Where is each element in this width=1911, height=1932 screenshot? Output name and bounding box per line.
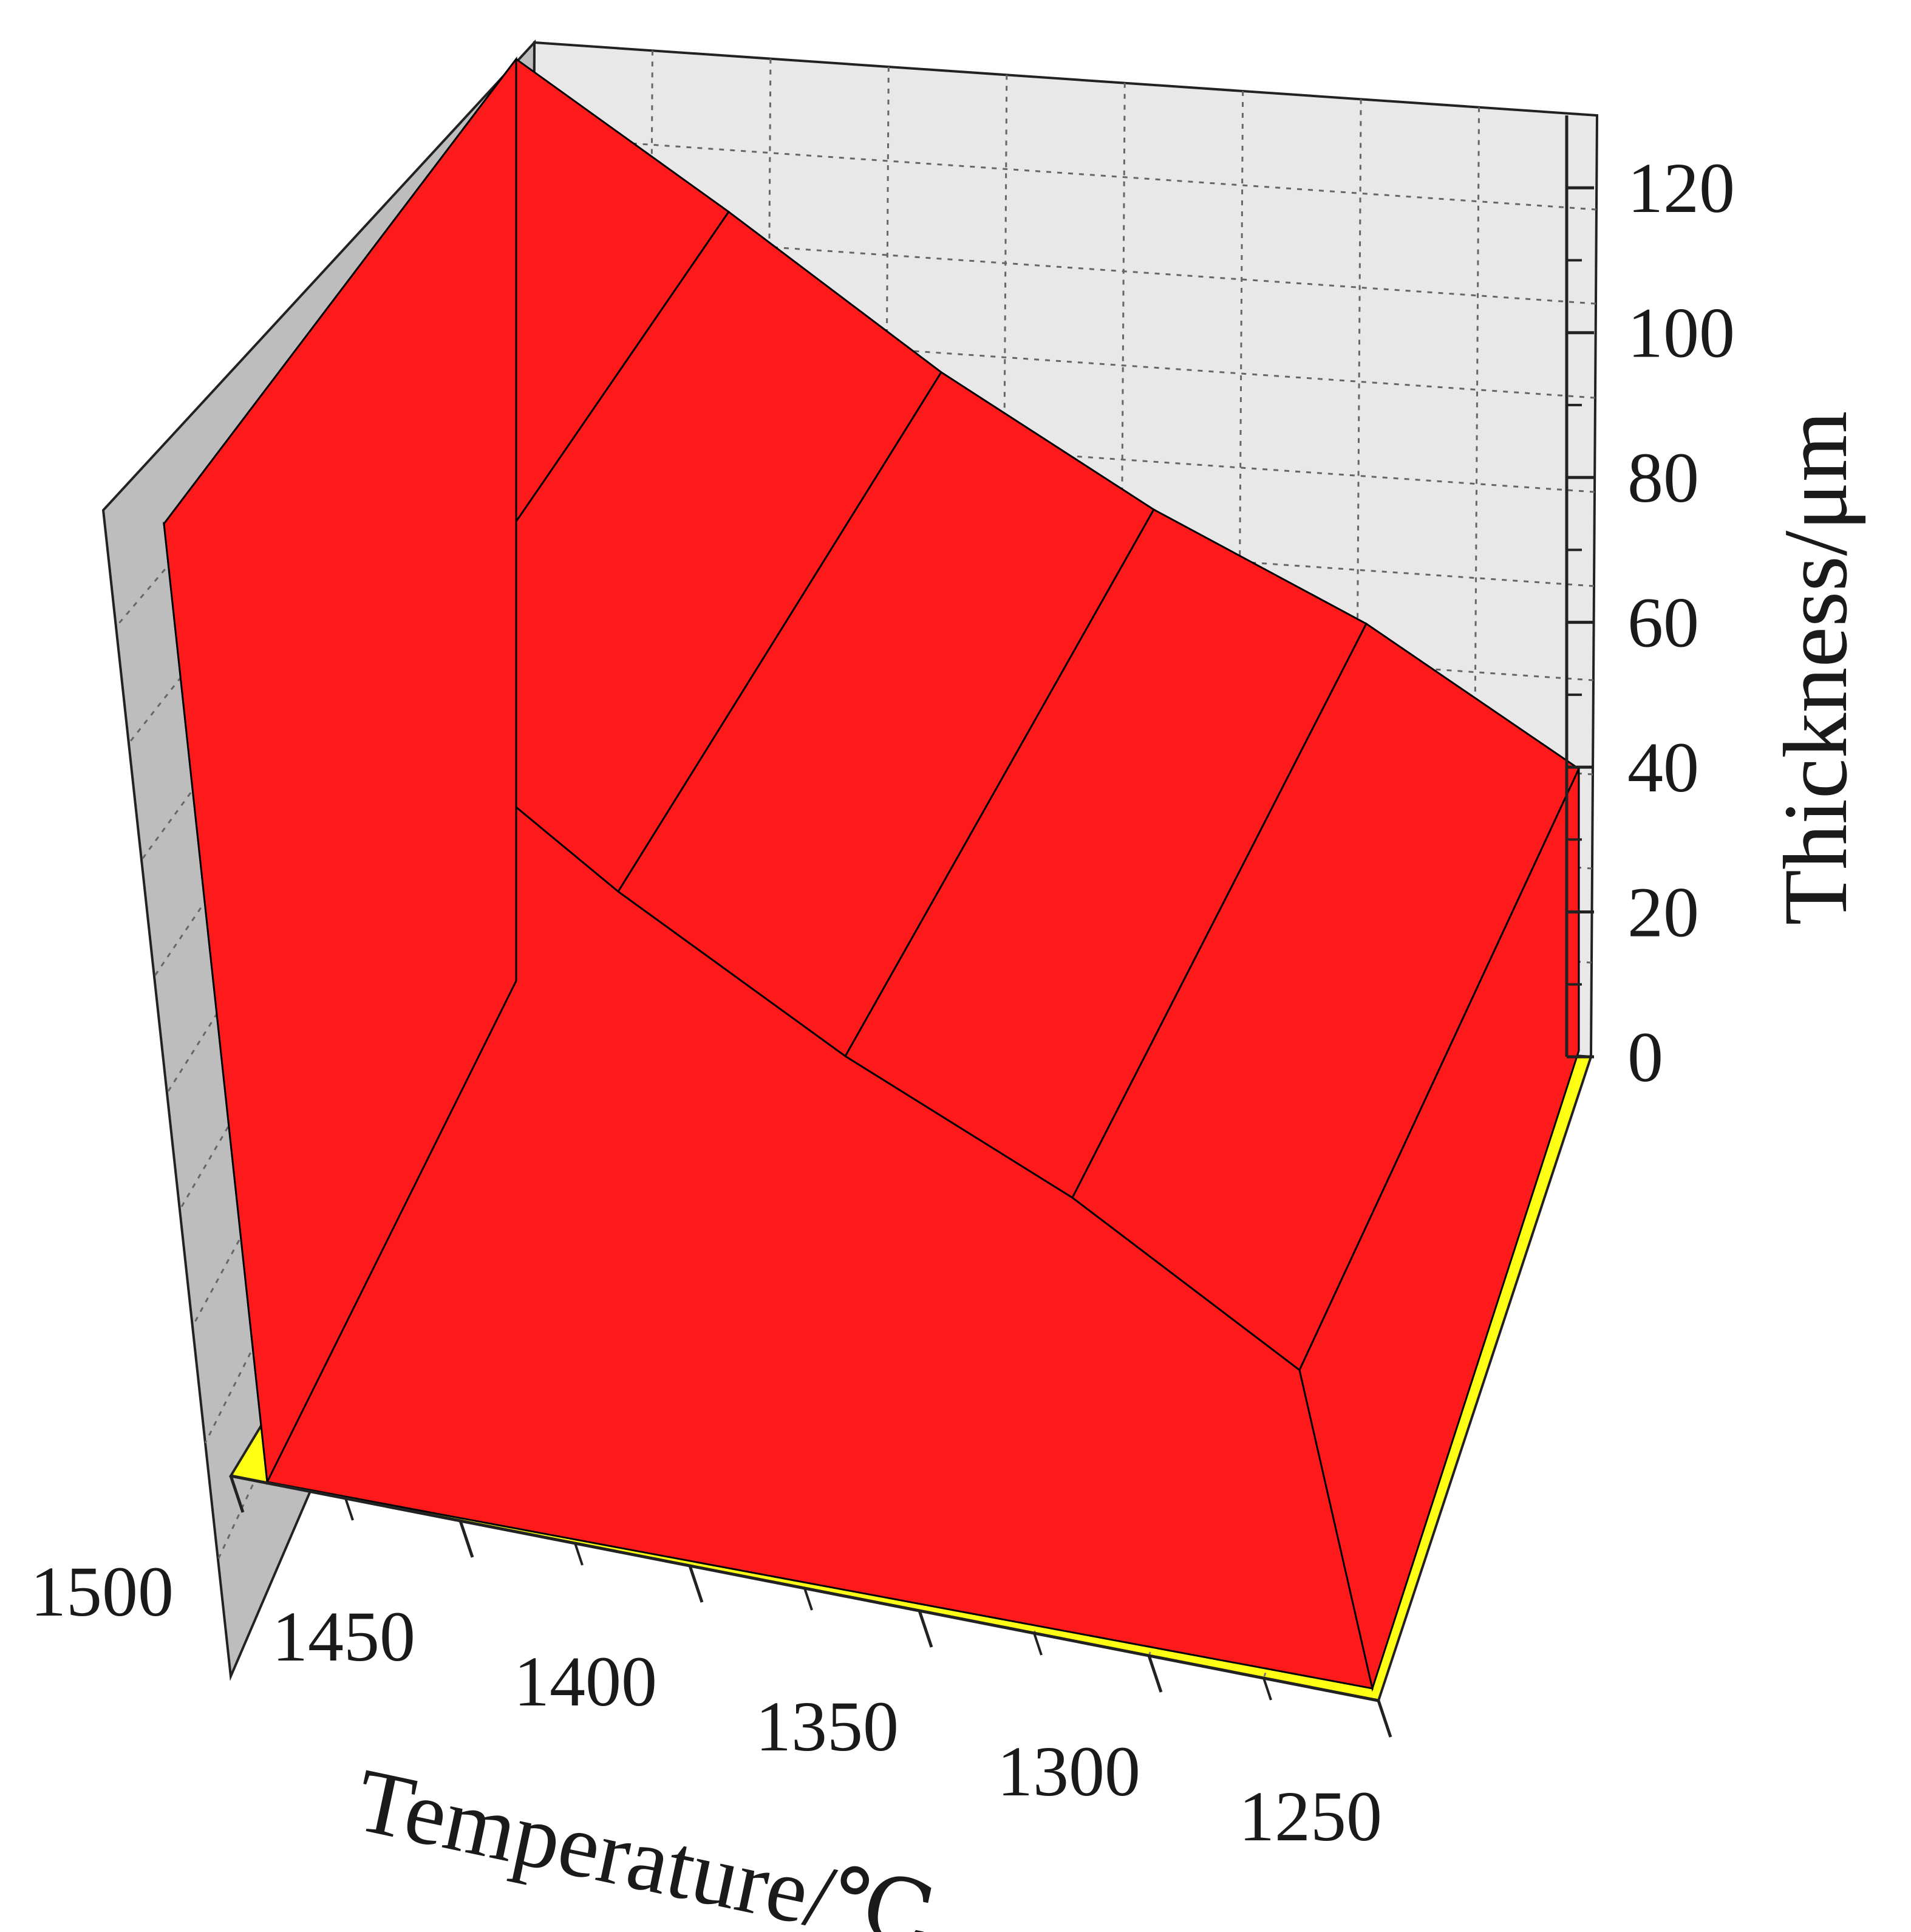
x-tick — [688, 1565, 704, 1603]
x-tick — [918, 1610, 933, 1648]
x-axis-title: Temperature/℃ — [348, 1749, 942, 1932]
z-tick-label: 20 — [1627, 873, 1699, 952]
x-tick — [229, 1475, 245, 1513]
x-minor-tick — [1262, 1678, 1272, 1701]
x-tick-label: 1400 — [514, 1642, 657, 1721]
surface-body — [162, 56, 1580, 1692]
z-tick-label: 100 — [1627, 293, 1735, 373]
z-tick-label: 40 — [1627, 728, 1699, 807]
thickness-axis: 0 20 40 60 80 100 120 — [1565, 115, 1735, 1097]
y-axis-title: Thickness/μm — [1765, 411, 1866, 926]
x-tick-label: 1500 — [30, 1552, 174, 1631]
surface-right-cap — [1298, 768, 1580, 1692]
x-minor-tick — [1033, 1633, 1043, 1656]
back-grid-hline — [533, 135, 1597, 211]
x-minor-tick — [803, 1588, 813, 1611]
x-tick-label: 1250 — [1239, 1777, 1382, 1856]
back-grid-vline — [1472, 107, 1480, 1049]
z-tick-label: 0 — [1627, 1017, 1663, 1097]
x-minor-tick — [344, 1498, 354, 1521]
x-tick-label: 1450 — [272, 1597, 415, 1676]
z-tick-label: 120 — [1627, 148, 1735, 228]
x-minor-tick — [574, 1543, 584, 1566]
x-tick — [1147, 1655, 1163, 1693]
x-tick — [458, 1520, 474, 1558]
x-tick-label: 1350 — [755, 1687, 899, 1766]
x-tick-label: 1300 — [997, 1732, 1140, 1811]
back-grid-vline — [1354, 99, 1362, 1041]
temperature-axis: 1500 1450 1400 1350 1300 1250 — [30, 1474, 1392, 1856]
z-tick-label: 60 — [1627, 583, 1699, 663]
z-tick-label: 80 — [1627, 438, 1699, 517]
x-tick — [1377, 1700, 1392, 1738]
